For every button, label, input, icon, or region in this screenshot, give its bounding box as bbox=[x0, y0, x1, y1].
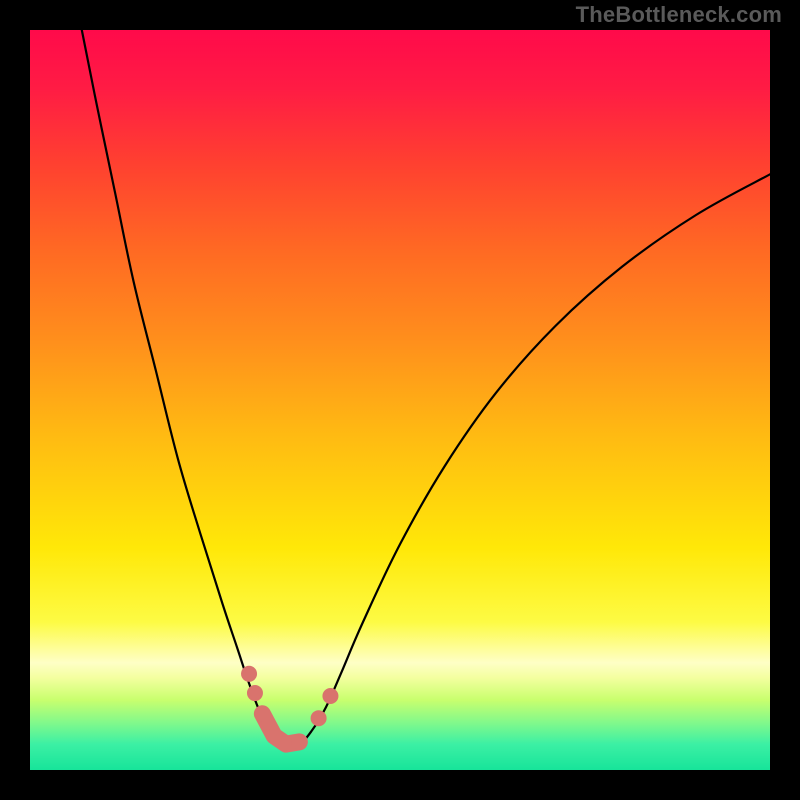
marker-dot bbox=[311, 710, 327, 726]
watermark-text: TheBottleneck.com bbox=[576, 2, 782, 28]
marker-dot bbox=[247, 685, 263, 701]
marker-dot bbox=[322, 688, 338, 704]
marker-dot bbox=[254, 706, 270, 722]
bottleneck-chart bbox=[0, 0, 800, 800]
marker-dot bbox=[278, 736, 294, 752]
marker-dot bbox=[241, 666, 257, 682]
plot-background bbox=[30, 30, 770, 770]
marker-dot bbox=[291, 734, 307, 750]
